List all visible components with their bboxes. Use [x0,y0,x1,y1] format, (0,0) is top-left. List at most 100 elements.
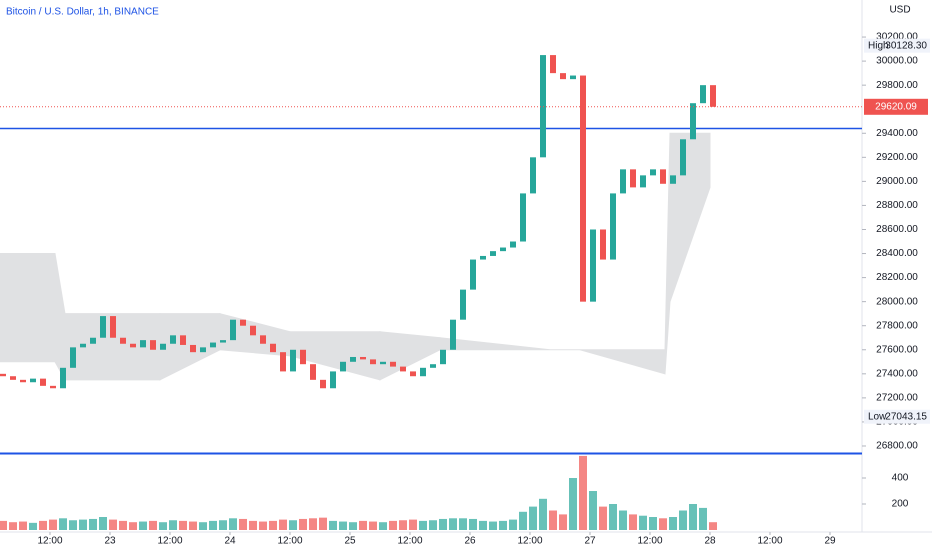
candle-body [240,319,246,326]
candle-body [90,337,96,344]
candle-body [400,366,406,372]
candle-body [50,385,56,389]
volume-bar [569,478,577,530]
volume-tick-label: 400 [892,473,909,484]
last-price-badge [864,98,928,115]
volume-bar [619,510,627,530]
volume-bar [279,519,287,530]
candle-body [340,361,346,372]
volume-bar [439,518,447,530]
candle-body [420,367,426,377]
volume-bar [449,518,457,530]
low-badge [864,409,930,424]
volume-bar [59,518,67,530]
volume-bar [609,504,617,530]
candle-body [530,157,536,194]
volume-bar [39,520,47,530]
volume-bar [669,517,677,530]
candle-body [520,193,526,242]
y-tick-label: 27800.00 [876,320,918,331]
candle-body [470,259,476,290]
y-tick-label: 27600.00 [876,344,918,355]
candle-body [20,379,26,383]
candle-body [450,319,456,350]
x-tick-label: 23 [104,536,116,547]
volume-bar [389,520,397,530]
volume-bar [49,519,57,530]
volume-bar [219,520,227,530]
candle-body [190,344,196,353]
candle-body [660,169,666,184]
volume-bar [459,518,467,530]
x-tick-label: 12:00 [397,536,422,547]
currency: USD [889,5,910,16]
y-tick-label: 29000.00 [876,176,918,187]
high-value: 30128.30 [885,40,927,51]
x-tick-label: 25 [344,536,356,547]
high-text: High [868,40,889,51]
volume-bar [0,520,7,530]
candle-body [430,364,436,368]
volume-bar [79,519,87,530]
candle-body [360,356,366,360]
low-value: 27043.15 [885,411,927,422]
candle-body [280,352,286,372]
candle-body [260,335,266,344]
volume-bar [679,510,687,530]
volume-bar [339,521,347,530]
candle-body [200,347,206,353]
volume-bar [319,517,327,530]
volume-bar [359,520,367,530]
candle-body [130,343,136,348]
candle-body [60,367,66,389]
candle-body [110,316,116,338]
x-tick-label: 29 [824,536,836,547]
volume-bar [379,522,387,530]
candle-body [390,361,396,367]
volume-bar [129,522,137,530]
candle-body [690,103,696,140]
y-tick-label: 28800.00 [876,200,918,211]
volume-bar [629,514,637,530]
candle-body [230,319,236,341]
volume-bar [349,522,357,530]
y-tick-label: 30200.00 [876,32,918,43]
volume-bar [299,518,307,530]
volume-bar [529,506,537,530]
candle-body [10,376,16,380]
candle-body [220,340,226,343]
candle-body [480,255,486,260]
candle-body [710,85,716,107]
candle-body [640,175,646,188]
candle-body [550,55,556,74]
y-tick-label: 28600.00 [876,224,918,235]
candle-body [210,342,216,348]
volume-tick-label: 200 [892,499,909,510]
volume-bar [499,520,507,530]
volume-bar [309,518,317,530]
candle-body [560,73,566,80]
volume-bar [229,518,237,530]
candle-body [180,335,186,345]
volume-bar [539,498,547,530]
volume-bar [479,520,487,530]
candle-body [650,169,656,176]
candle-body [330,371,336,389]
candle-body [620,169,626,194]
y-tick-label: 29800.00 [876,80,918,91]
candle-body [310,364,316,380]
y-tick-label: 30000.00 [876,56,918,67]
x-tick-label: 27 [584,536,596,547]
volume-bar [89,518,97,530]
volume-bar [709,522,717,530]
volume-bar [189,521,197,530]
volume-bar [519,511,527,530]
volume-bar [559,514,567,530]
low-text: Low [868,411,887,422]
candle-body [380,361,386,365]
x-tick-label: 26 [464,536,476,547]
y-tick-label: 27200.00 [876,393,918,404]
candle-body [460,289,466,320]
x-tick-label: 12:00 [637,536,662,547]
